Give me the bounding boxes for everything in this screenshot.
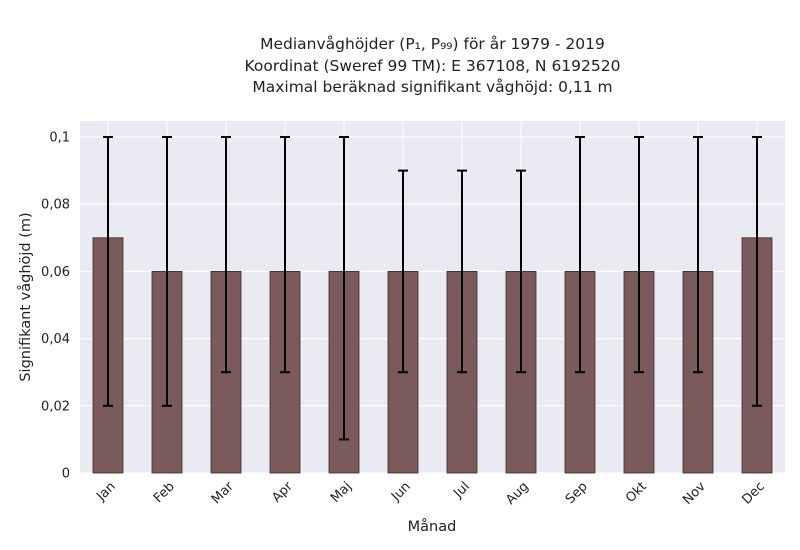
y-tick-label: 0,04 (41, 332, 70, 347)
x-tick-label-okt: Okt (623, 479, 650, 506)
title-line-3: Maximal beräknad signifikant våghöjd: 0,… (252, 78, 613, 96)
x-tick-label-dec: Dec (739, 479, 767, 507)
y-tick-labels: 0 0,02 0,04 0,06 0,08 0,1 (41, 131, 70, 482)
y-tick-label: 0 (62, 467, 70, 482)
x-tick-label-aug: Aug (503, 479, 532, 508)
x-tick-label-feb: Feb (151, 479, 178, 506)
y-tick-label: 0,08 (41, 198, 70, 213)
x-tick-label-mar: Mar (209, 479, 237, 507)
title-line-2: Koordinat (Sweref 99 TM): E 367108, N 61… (244, 56, 621, 75)
x-tick-label-sep: Sep (563, 479, 591, 507)
y-tick-label: 0,06 (41, 265, 70, 280)
x-tick-label-jul: Jul (450, 479, 472, 501)
title-line-1: Medianvåghöjder (P₁, P₉₉) för år 1979 - … (260, 35, 605, 53)
chart-title: Medianvåghöjder (P₁, P₉₉) för år 1979 - … (80, 34, 785, 99)
x-tick-label-maj: Maj (328, 479, 355, 506)
y-tick-label: 0,1 (49, 131, 70, 146)
x-tick-label-jan: Jan (93, 479, 118, 504)
x-tick-label-jun: Jun (388, 479, 414, 505)
x-tick-label-nov: Nov (680, 479, 709, 508)
y-axis-label: Signifikant våghöjd (m) (17, 212, 34, 381)
x-axis-label: Månad (408, 518, 457, 535)
error-bars (103, 136, 762, 441)
y-tick-label: 0,02 (41, 399, 70, 414)
x-tick-labels: Jan Feb Mar Apr Maj Jun Jul Aug Sep Okt Nov Dec (93, 479, 767, 508)
plot-area (80, 121, 785, 473)
x-tick-label-apr: Apr (269, 479, 296, 506)
